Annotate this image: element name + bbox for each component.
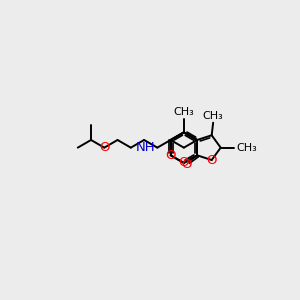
Text: CH₃: CH₃	[173, 107, 194, 117]
Text: CH₃: CH₃	[203, 111, 224, 121]
Text: O: O	[99, 141, 110, 154]
Text: CH₃: CH₃	[237, 142, 257, 153]
Text: O: O	[178, 157, 189, 169]
Text: NH: NH	[135, 141, 155, 154]
Text: O: O	[182, 158, 192, 171]
Text: O: O	[165, 149, 176, 162]
Text: O: O	[206, 154, 217, 166]
